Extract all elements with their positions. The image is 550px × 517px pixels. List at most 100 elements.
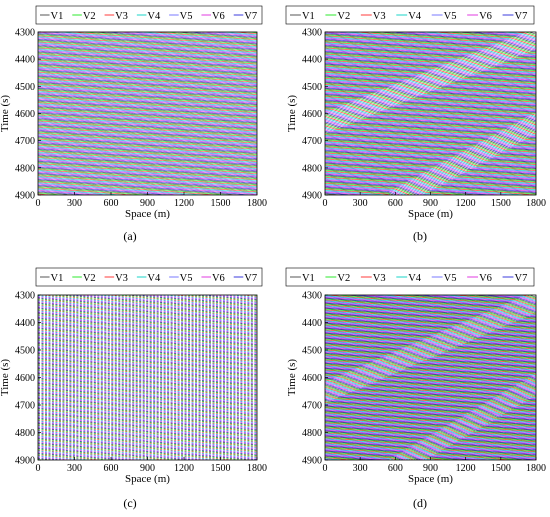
trajectory-V1 [38, 149, 257, 167]
trajectory-V2 [325, 308, 536, 334]
trajectory-V7 [325, 357, 536, 388]
trajectory-V6 [38, 32, 257, 49]
trajectory-V1 [38, 112, 257, 130]
trajectory-V6 [38, 341, 257, 359]
trajectory-V5 [38, 79, 257, 97]
trajectory-V2 [325, 393, 536, 422]
trajectory-V7 [38, 367, 257, 385]
trajectory-V5 [38, 376, 257, 394]
trajectory-V7 [38, 93, 257, 111]
trajectory-V2 [325, 188, 392, 195]
trajectory-V2 [325, 58, 536, 84]
trajectory-V1 [467, 295, 536, 306]
trajectory-V7 [38, 63, 257, 81]
trajectory-V7 [38, 51, 257, 68]
y-axis-label: Time (s) [0, 95, 11, 133]
trajectory-V1 [325, 343, 536, 369]
x-tick-label: 600 [388, 463, 403, 474]
trajectory-V6 [38, 416, 257, 434]
trajectory-V2 [38, 52, 257, 70]
trajectory-V2 [325, 411, 536, 437]
trajectory-V6 [38, 306, 257, 324]
trajectory-V3 [38, 409, 257, 427]
legend-box [285, 5, 535, 25]
trajectory-V4 [38, 430, 257, 448]
trajectory-V3 [325, 329, 536, 355]
trajectory-V1 [325, 181, 418, 195]
trajectory-V3 [325, 432, 536, 458]
legend-label-V7: V7 [515, 273, 528, 284]
trajectory-V4 [38, 390, 257, 408]
legend-label-V7: V7 [244, 11, 257, 22]
trajectory-V6 [38, 105, 257, 122]
x-tick-label: 300 [353, 198, 368, 209]
x-tick-label: 0 [323, 198, 328, 209]
x-tick-label: 900 [140, 198, 155, 209]
y-tick-label: 4400 [302, 318, 322, 329]
trajectory-V6 [325, 336, 536, 362]
trajectory-V1 [325, 150, 536, 176]
trajectory-V1 [325, 106, 536, 139]
trajectory-V5 [325, 326, 536, 351]
x-tick-label: 1200 [456, 198, 476, 209]
panel-label: (b) [413, 229, 427, 243]
trajectory-V4 [325, 345, 536, 371]
trajectory-V3 [101, 295, 257, 307]
trajectory-V4 [38, 370, 257, 388]
trajectory-V6 [38, 165, 257, 183]
trajectory-V5 [38, 431, 257, 449]
trajectory-V4 [38, 182, 209, 195]
trajectory-V6 [194, 32, 257, 37]
trajectory-V6 [38, 442, 257, 459]
trajectory-V3 [325, 182, 411, 195]
trajectory-V6 [325, 326, 536, 352]
trajectory-V1 [38, 318, 257, 336]
trajectory-V4 [325, 365, 536, 398]
trajectory-V1 [38, 378, 257, 396]
trajectory-V3 [38, 181, 221, 195]
trajectory-V1 [325, 421, 536, 446]
trajectory-V3 [38, 309, 257, 327]
trajectory-V3 [325, 334, 536, 360]
trajectory-V2 [325, 328, 536, 354]
x-tick-label: 1200 [456, 463, 476, 474]
trajectory-V4 [325, 135, 536, 160]
trajectory-V3 [325, 90, 536, 116]
trajectory-V6 [38, 346, 257, 364]
legend-label-V5: V5 [180, 273, 193, 284]
trajectory-V4 [38, 385, 257, 403]
trajectory-V6 [38, 436, 257, 454]
trajectory-V1 [38, 408, 257, 426]
y-tick-label: 4500 [302, 82, 322, 93]
trajectory-V7 [38, 32, 257, 50]
trajectory-V7 [325, 121, 536, 151]
trajectory-V5 [325, 296, 536, 321]
trajectory-V7 [38, 382, 257, 400]
legend-box [285, 267, 535, 287]
trajectory-V1 [325, 82, 536, 107]
trajectory-V1 [325, 328, 536, 354]
trajectory-V3 [38, 114, 257, 132]
trajectory-V3 [325, 359, 536, 391]
y-tick-label: 4900 [15, 456, 35, 467]
trajectory-V7 [38, 392, 257, 410]
chart-panel-3: 0 300 600 900 1200 1500 1800 4300 4400 4500 4600 47… [0, 267, 267, 510]
trajectory-V5 [325, 371, 536, 404]
trajectory-V2 [325, 151, 536, 177]
trajectory-V4 [325, 355, 536, 384]
y-tick-label: 4400 [15, 318, 35, 329]
trajectory-V7 [325, 405, 536, 431]
trajectory-V3 [38, 314, 257, 332]
trajectory-V1 [38, 106, 257, 124]
trajectory-V7 [325, 450, 405, 460]
trajectory-V7 [38, 442, 257, 460]
trajectory-V1 [38, 303, 257, 321]
legend-label-V4: V4 [408, 11, 422, 22]
trajectory-V4 [38, 325, 257, 343]
trajectory-V1 [38, 155, 257, 173]
legend: V1 V2 V3 V4 V5 V6 V7 [35, 267, 263, 287]
trajectory-V6 [325, 439, 488, 460]
trajectory-V7 [325, 87, 536, 113]
trajectory-V6 [38, 38, 257, 55]
trajectory-V2 [441, 32, 536, 46]
